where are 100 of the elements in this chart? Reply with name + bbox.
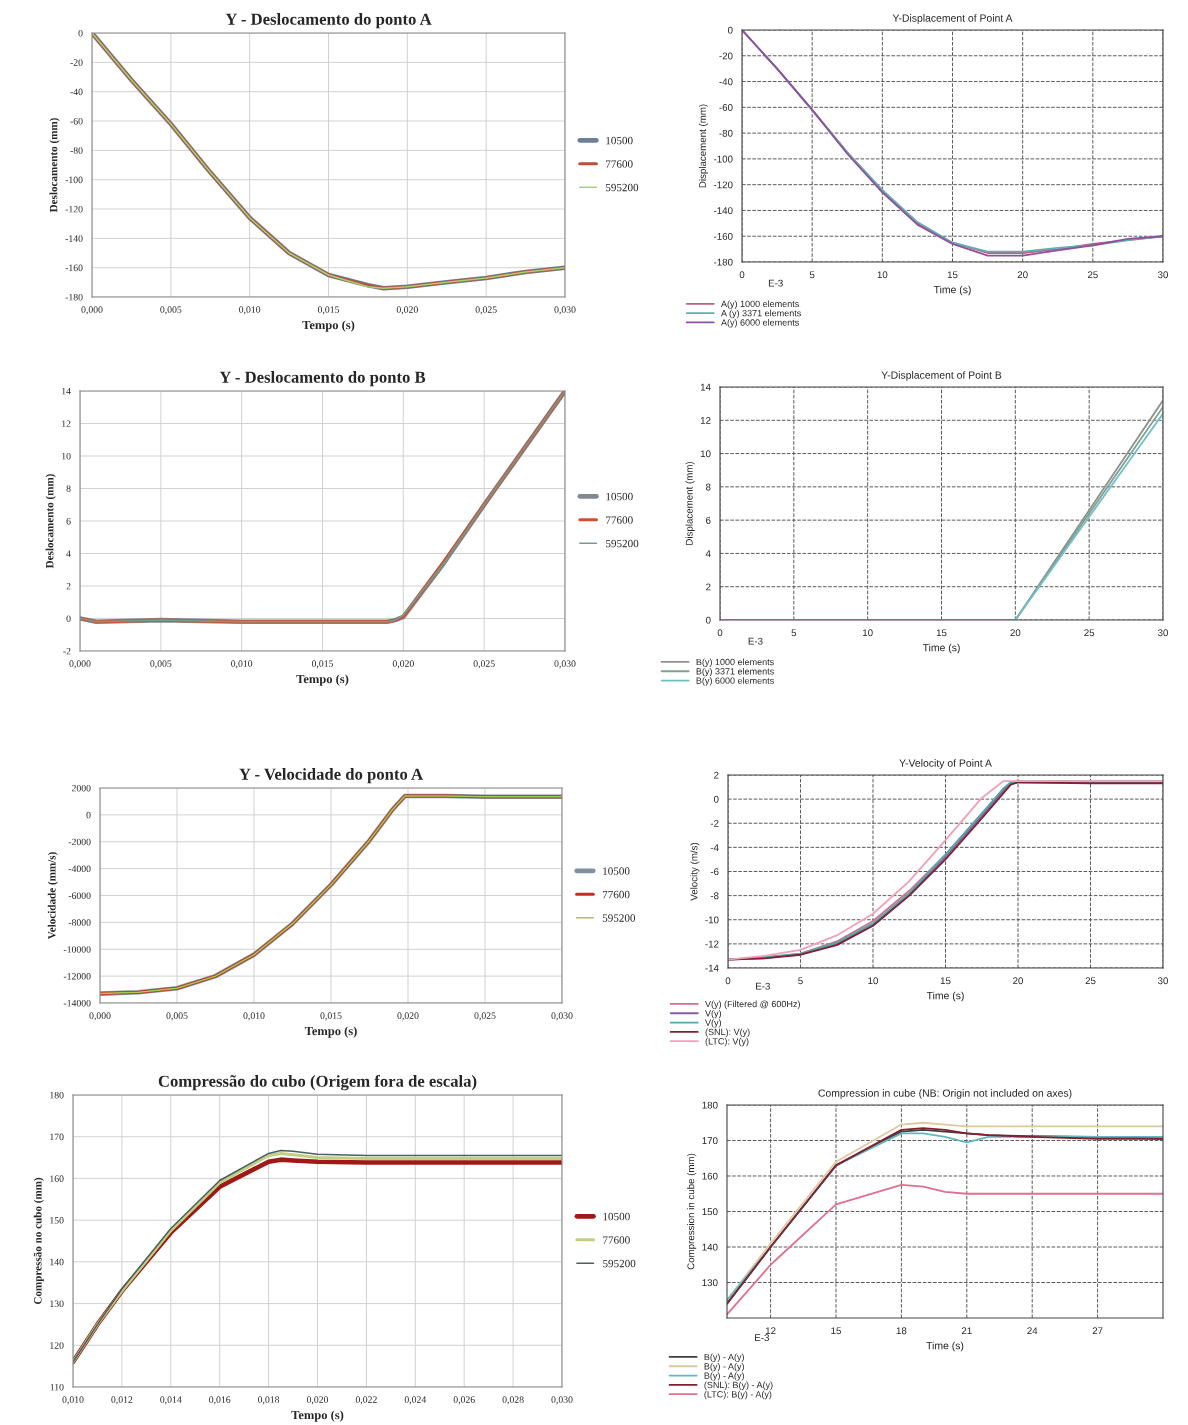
y-tick-label: 14 — [62, 387, 71, 395]
x-tick-label: 0,005 — [166, 1012, 188, 1021]
legend-label: A(y) 6000 elements — [720, 319, 799, 328]
x-tick-label: 18 — [896, 1327, 907, 1335]
x-tick-label: 10 — [868, 977, 879, 985]
legend-label: 10500 — [603, 867, 630, 875]
y-tick-label: -8000 — [68, 919, 91, 926]
x-axis-title: Time (s) — [926, 991, 964, 1002]
y-tick-label: -10000 — [63, 946, 91, 953]
x-tick-label: 0,010 — [243, 1012, 265, 1021]
x-tick-label: 25 — [1087, 271, 1098, 279]
y-tick-label: -12000 — [63, 973, 91, 980]
x-tick-label: 0,028 — [502, 1396, 524, 1405]
y-tick-label: -12 — [705, 940, 719, 948]
legend-label: V(y) — [705, 1009, 721, 1019]
legend-label: (LTC): V(y) — [705, 1037, 749, 1047]
x-tick-label: 25 — [1084, 629, 1095, 637]
legend-label: V(y) (Filtered @ 600Hz) — [705, 1000, 800, 1009]
text: E-3 — [748, 637, 763, 645]
legend-label: 77600 — [606, 516, 633, 524]
x-tick-label: 0,024 — [404, 1396, 427, 1405]
x-tick-label: 27 — [1092, 1327, 1103, 1335]
y-tick-label: 150 — [702, 1208, 718, 1216]
chart-title: Y-Displacement of Point B — [881, 371, 1002, 381]
legend-label: 10500 — [603, 1212, 630, 1221]
y-tick-label: -4000 — [68, 865, 91, 873]
y-tick-label: 2 — [714, 771, 719, 779]
legend-label: A (y) 3371 elements — [720, 309, 801, 319]
y-axis-title: Velocity (m/s) — [690, 842, 700, 901]
y-tick-label: 130 — [50, 1300, 64, 1308]
y-tick-label: -14000 — [63, 999, 91, 1007]
chart-title: Compressão do cubo (Origem fora de escala) — [158, 1074, 477, 1091]
x-tick-label: 0,020 — [306, 1396, 329, 1405]
x-axis-title: Tempo (s) — [304, 1026, 357, 1038]
text: E-3 — [755, 1334, 770, 1342]
x-axis-title: Tempo (s) — [302, 320, 355, 332]
y-tick-label: -100 — [713, 155, 733, 163]
legend-label: (LTC): B(y) - A(y) — [704, 1390, 772, 1400]
legend-label: V(y) — [705, 1019, 721, 1028]
x-tick-label: 30 — [1157, 271, 1169, 279]
legend-label: 595200 — [603, 1259, 636, 1268]
x-tick-label: 12 — [765, 1327, 776, 1335]
y-tick-label: -80 — [719, 129, 733, 137]
x-tick-label: 0,015 — [320, 1012, 342, 1021]
x-tick-label: 20 — [1013, 977, 1024, 985]
y-tick-label: 0 — [78, 29, 83, 37]
x-tick-label: 0,005 — [160, 306, 182, 315]
y-tick-label: 14 — [700, 383, 711, 391]
x-axis-title: Tempo (s) — [296, 674, 349, 686]
y-tick-label: -120 — [65, 205, 83, 213]
y-tick-label: -40 — [719, 78, 733, 86]
x-tick-label: 15 — [947, 271, 958, 279]
y-tick-label: 4 — [705, 550, 711, 557]
legend-label: 595200 — [602, 914, 636, 922]
y-tick-label: 10 — [62, 452, 71, 460]
y-tick-label: -8 — [710, 892, 719, 900]
x-tick-label: 0,015 — [317, 306, 340, 315]
legend-label: B(y) 6000 elements — [696, 677, 774, 686]
y-tick-label: -20 — [70, 59, 83, 66]
y-tick-label: 180 — [702, 1101, 718, 1109]
y-tick-label: 170 — [50, 1133, 64, 1141]
x-tick-label: 0,020 — [396, 306, 418, 315]
y-tick-label: 2 — [706, 583, 711, 591]
x-tick-label: 30 — [1157, 977, 1169, 985]
legend-label: (SNL): V(y) — [705, 1028, 750, 1037]
y-tick-label: -180 — [713, 258, 733, 266]
y-tick-label: 4 — [66, 550, 71, 557]
legend-label: B(y) 3371 elements — [696, 667, 774, 677]
y-tick-label: 12 — [62, 420, 71, 427]
y-tick-label: 0 — [713, 795, 719, 803]
y-tick-label: 8 — [705, 483, 711, 491]
y-tick-label: -20 — [719, 52, 733, 60]
x-tick-label: 0,020 — [397, 1012, 419, 1021]
x-tick-label: 0,026 — [453, 1396, 475, 1405]
y-tick-label: 8 — [66, 485, 71, 492]
legend-label: 595200 — [606, 539, 639, 548]
y-tick-label: 2000 — [71, 784, 91, 792]
x-tick-label: 0,000 — [69, 660, 91, 669]
x-tick-label: 30 — [1157, 629, 1169, 637]
y-tick-label: -60 — [719, 104, 733, 111]
legend-label: A(y) 1000 elements — [720, 300, 799, 309]
y-axis-title: Compressão no cubo (mm) — [33, 1177, 44, 1305]
y-tick-label: -160 — [713, 232, 733, 240]
y-tick-label: 2 — [66, 582, 71, 590]
y-tick-label: 6 — [66, 517, 71, 525]
y-tick-label: -60 — [70, 117, 83, 125]
y-tick-label: 120 — [50, 1342, 64, 1349]
y-tick-label: -4 — [710, 844, 719, 851]
chart-title: Y-Displacement of Point A — [892, 14, 1013, 24]
y-tick-label: 0 — [66, 615, 71, 622]
x-axis-title: Time (s) — [922, 643, 960, 654]
chart-title: Compression in cube (NB: Origin not included on axes) — [818, 1089, 1072, 1099]
y-tick-label: -6000 — [68, 892, 91, 899]
x-tick-label: 0,005 — [150, 660, 172, 669]
y-tick-label: -2 — [710, 819, 719, 827]
x-tick-label: 15 — [936, 629, 947, 637]
x-tick-label: 0,000 — [89, 1012, 111, 1021]
x-tick-label: 5 — [809, 271, 815, 279]
x-tick-label: 10 — [877, 271, 888, 279]
y-tick-label: 0 — [727, 26, 733, 34]
